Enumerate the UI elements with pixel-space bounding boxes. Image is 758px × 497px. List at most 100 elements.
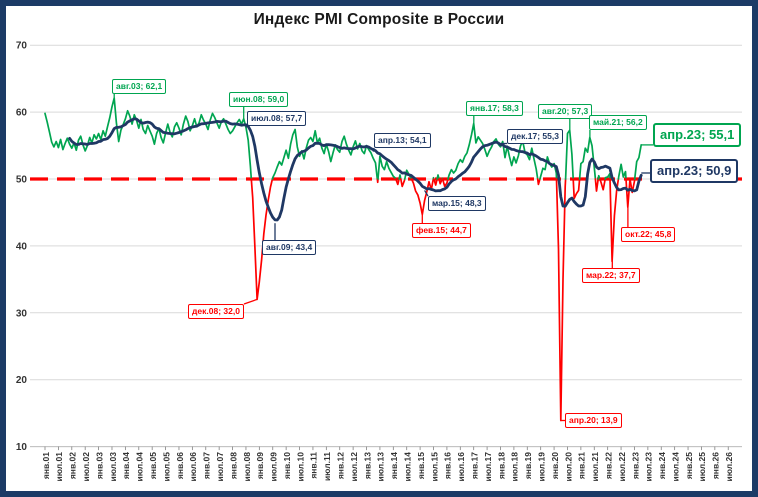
y-axis-label: 20	[16, 375, 28, 386]
x-axis-label: янв.17	[469, 452, 479, 479]
pmi-monthly-line	[441, 178, 449, 188]
x-axis-label: июл.11	[322, 452, 332, 481]
x-axis-label: янв.08	[228, 452, 238, 479]
pmi-monthly-line	[572, 178, 581, 200]
x-axis-label: июл.17	[483, 452, 493, 482]
x-axis-label: янв.21	[577, 452, 587, 479]
pmi-monthly-line	[597, 174, 601, 180]
y-axis-label: 30	[16, 308, 28, 319]
annotation-callout: мар.15; 48,3	[428, 196, 486, 211]
pmi-monthly-line	[394, 178, 400, 186]
x-axis-label: янв.10	[282, 452, 292, 479]
annotation-callout: дек.08; 32,0	[188, 304, 244, 319]
pmi-monthly-line	[271, 128, 379, 180]
pmi-monthly-line	[629, 178, 636, 194]
x-axis-label: янв.01	[41, 452, 51, 479]
x-axis-label: июл.18	[510, 452, 520, 482]
x-axis-label: июл.14	[403, 452, 413, 482]
annotation-callout: май.21; 56,2	[589, 115, 647, 130]
y-axis-label: 40	[16, 241, 28, 252]
x-axis-label: янв.14	[389, 452, 399, 479]
annotation-callout: июн.08; 59,0	[229, 92, 289, 107]
x-axis-label: июл.07	[215, 452, 225, 482]
annotation-callout: дек.17; 55,3	[507, 129, 563, 144]
x-axis-label: янв.18	[496, 452, 506, 479]
x-axis-label: янв.13	[362, 452, 372, 479]
pmi-moving-average-line	[68, 117, 643, 222]
x-axis-label: янв.25	[684, 452, 694, 479]
x-axis-label: июл.04	[135, 452, 145, 482]
x-axis-label: июл.09	[269, 452, 279, 482]
x-axis-label: янв.05	[148, 452, 158, 479]
pmi-monthly-line	[594, 178, 600, 192]
x-axis-label: янв.11	[309, 452, 319, 479]
y-axis-label: 50	[16, 175, 28, 186]
pmi-monthly-line	[376, 178, 379, 184]
annotation-callout: апр.23; 50,9	[650, 159, 739, 184]
x-axis-label: янв.06	[175, 452, 185, 479]
x-axis-label: янв.23	[630, 452, 640, 479]
pmi-monthly-line	[617, 163, 627, 180]
x-axis-label: янв.19	[523, 452, 533, 479]
annotation-callout: авг.09; 43,4	[262, 240, 317, 255]
y-axis-label: 10	[16, 442, 28, 453]
x-axis-label: янв.03	[94, 452, 104, 479]
pmi-monthly-line	[599, 178, 607, 191]
annotation-callout: апр.20; 13,9	[565, 413, 622, 428]
x-axis-label: июл.06	[188, 452, 198, 482]
x-axis-label: янв.26	[711, 452, 721, 479]
pmi-monthly-line	[433, 178, 438, 186]
x-axis-label: июл.02	[81, 452, 91, 482]
annotation-callout: апр.23; 55,1	[653, 123, 742, 148]
pmi-monthly-line	[436, 174, 440, 180]
x-axis-label: янв.09	[255, 452, 265, 479]
pmi-monthly-line	[44, 97, 253, 180]
annotation-callout: авг.03; 62,1	[112, 79, 167, 94]
pmi-monthly-line	[564, 129, 575, 180]
annotation-callout: окт.22; 45,8	[621, 227, 676, 242]
annotation-leader-line	[245, 125, 248, 128]
pmi-monthly-line	[539, 156, 558, 180]
x-axis-label: июл.15	[429, 452, 439, 482]
pmi-monthly-line	[399, 178, 406, 188]
x-axis-label: июл.25	[697, 452, 707, 482]
pmi-monthly-line	[604, 172, 611, 180]
x-axis-label: июл.22	[617, 452, 627, 482]
annotation-callout: мар.22; 37,7	[582, 268, 640, 283]
x-axis-label: июл.24	[670, 452, 680, 482]
x-axis-label: янв.12	[336, 452, 346, 479]
y-axis-label: 60	[16, 108, 28, 119]
x-axis-label: янв.24	[657, 452, 667, 479]
x-axis-label: июл.23	[644, 452, 654, 482]
x-axis-label: июл.21	[590, 452, 600, 482]
pmi-monthly-line	[625, 178, 631, 208]
x-axis-label: июл.26	[724, 452, 734, 482]
pmi-monthly-line	[633, 144, 643, 180]
x-axis-label: июл.05	[161, 452, 171, 482]
annotation-callout: апр.13; 54,1	[374, 133, 431, 148]
annotation-callout: фев.15; 44,7	[412, 223, 471, 238]
x-axis-label: янв.15	[416, 452, 426, 479]
annotation-callout: авг.20; 57,3	[538, 104, 593, 119]
pmi-monthly-line	[398, 174, 402, 180]
pmi-monthly-line	[377, 155, 397, 180]
pmi-monthly-line	[536, 178, 541, 186]
x-axis-label: янв.22	[603, 452, 613, 479]
x-axis-label: июл.10	[295, 452, 305, 482]
pmi-monthly-line	[609, 178, 620, 263]
pmi-monthly-line	[438, 178, 444, 185]
annotation-callout: янв.17; 58,3	[466, 101, 523, 116]
pmi-monthly-line	[555, 178, 567, 422]
x-axis-label: июл.03	[108, 452, 118, 482]
annotation-leader-line	[424, 190, 429, 197]
x-axis-label: июл.20	[563, 452, 573, 482]
annotation-callout: июл.08; 57,7	[247, 111, 307, 126]
chart-title: Индекс PMI Composite в России	[253, 11, 505, 28]
x-axis-label: июл.13	[376, 452, 386, 482]
x-axis-label: июл.16	[456, 452, 466, 482]
pmi-monthly-line	[250, 178, 274, 301]
x-axis-label: янв.04	[121, 452, 131, 479]
x-axis-label: янв.20	[550, 452, 560, 479]
